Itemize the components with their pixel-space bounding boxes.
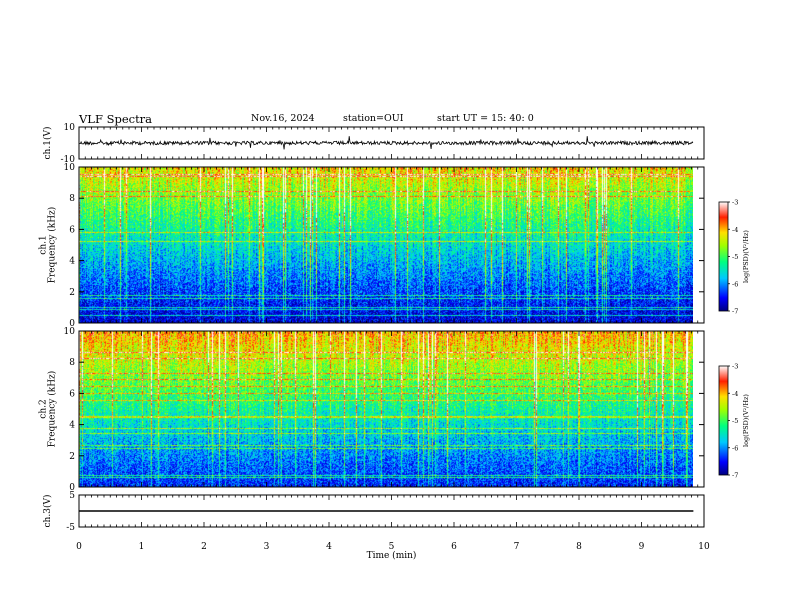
x-tick-label: 4 xyxy=(326,542,332,552)
ch2-colorbar: -3 -4 -5 -6 -7 log(PSD)(V²/Hz) xyxy=(718,363,750,480)
ch2-spectrogram-ytick-label: 10 xyxy=(64,327,76,337)
ch1-colorbar-label: log(PSD)(V²/Hz) xyxy=(742,230,750,283)
ch1-spectrogram-ytick-label: 6 xyxy=(69,225,75,235)
ch2-spectrogram-ylabel: Frequency (kHz) xyxy=(47,371,58,448)
ch2-spectrogram-image xyxy=(79,331,693,487)
x-tick-label: 10 xyxy=(698,542,710,552)
ch2-spectrogram-ytick-label: 0 xyxy=(69,483,75,493)
ch1-spectrogram-panel: 0 2 4 6 8 10 ch.1 Frequency (kHz) xyxy=(39,163,705,329)
x-tick-label: 0 xyxy=(76,542,82,552)
ch1-waveform-trace xyxy=(79,136,694,150)
ch1-wave-ylabel: ch.1(V) xyxy=(42,127,53,160)
ch2-spectrogram-ytick-label: 2 xyxy=(69,452,75,462)
ch3-wave-ytick-label: 5 xyxy=(69,491,75,501)
x-tick-label: 9 xyxy=(639,542,645,552)
ch1-colorbar-tick-label: -4 xyxy=(732,226,738,234)
x-tick-label: 8 xyxy=(576,542,582,552)
x-tick-label: 5 xyxy=(389,542,395,552)
x-tick-label: 1 xyxy=(139,542,145,552)
ch2-spectrogram-ytick-label: 4 xyxy=(69,421,75,431)
date-label: Nov.16, 2024 xyxy=(251,113,315,124)
station-label: station=OUI xyxy=(343,113,404,124)
ch2-spectrogram-ylabel: ch.2 xyxy=(39,399,49,418)
ch2-spectrogram-ytick-label: 6 xyxy=(69,389,75,399)
x-axis-label: Time (min) xyxy=(367,550,417,561)
time-axis: 0 1 2 3 4 5 6 7 8 9 10 Time (min) xyxy=(76,542,710,561)
ch1-colorbar-tick-label: -5 xyxy=(732,253,738,261)
ch1-spectrogram-ytick-label: 4 xyxy=(69,257,75,267)
ch1-spectrogram-ylabel: ch.1 xyxy=(39,235,49,254)
ch1-spectrogram-ytick-label: 2 xyxy=(69,288,75,298)
ch1-wave-ytick-label: -10 xyxy=(61,155,76,165)
ch2-spectrogram-panel: 0 2 4 6 8 10 ch.2 Frequency (kHz) xyxy=(39,327,705,493)
ch3-waveform-panel: 5 -5 ch.3(V) xyxy=(42,491,705,533)
ch2-colorbar-tick-label: -6 xyxy=(732,444,738,452)
ch1-waveform-panel: 10 -10 ch.1(V) xyxy=(42,123,705,165)
x-tick-label: 2 xyxy=(201,542,207,552)
ch2-colorbar-label: log(PSD)(V²/Hz) xyxy=(742,394,750,447)
ch1-spectrogram-ytick-label: 10 xyxy=(64,163,76,173)
ch1-colorbar-tick-label: -7 xyxy=(732,308,738,316)
x-tick-label: 7 xyxy=(514,542,520,552)
figure-title: VLF Spectra xyxy=(79,112,153,126)
ch1-spectrogram-ylabel: Frequency (kHz) xyxy=(47,207,58,284)
ch2-colorbar-tick-label: -4 xyxy=(732,390,738,398)
ch2-colorbar-tick-label: -5 xyxy=(732,417,738,425)
ch1-spectrogram-ytick-label: 8 xyxy=(69,194,75,204)
ch2-spectrogram-ytick-label: 8 xyxy=(69,358,75,368)
ch1-colorbar-bar xyxy=(718,201,729,312)
ch2-colorbar-bar xyxy=(718,365,729,476)
ch2-colorbar-tick-label: -3 xyxy=(732,363,738,371)
ch2-colorbar-tick-label: -7 xyxy=(732,472,738,480)
ch1-spectrogram-image xyxy=(79,167,693,323)
ch3-wave-ylabel: ch.3(V) xyxy=(42,495,53,528)
x-tick-label: 3 xyxy=(264,542,270,552)
ch1-colorbar-tick-label: -3 xyxy=(732,199,738,207)
x-tick-label: 6 xyxy=(451,542,457,552)
ch1-spectrogram-ytick-label: 0 xyxy=(69,319,75,329)
start-time-label: start UT = 15: 40: 0 xyxy=(437,113,534,124)
ch1-colorbar-tick-label: -6 xyxy=(732,280,738,288)
ch1-colorbar: -3 -4 -5 -6 -7 log(PSD)(V²/Hz) xyxy=(718,199,750,316)
ch3-wave-ytick-label: -5 xyxy=(66,523,75,533)
ch1-wave-ytick-label: 10 xyxy=(64,123,76,133)
